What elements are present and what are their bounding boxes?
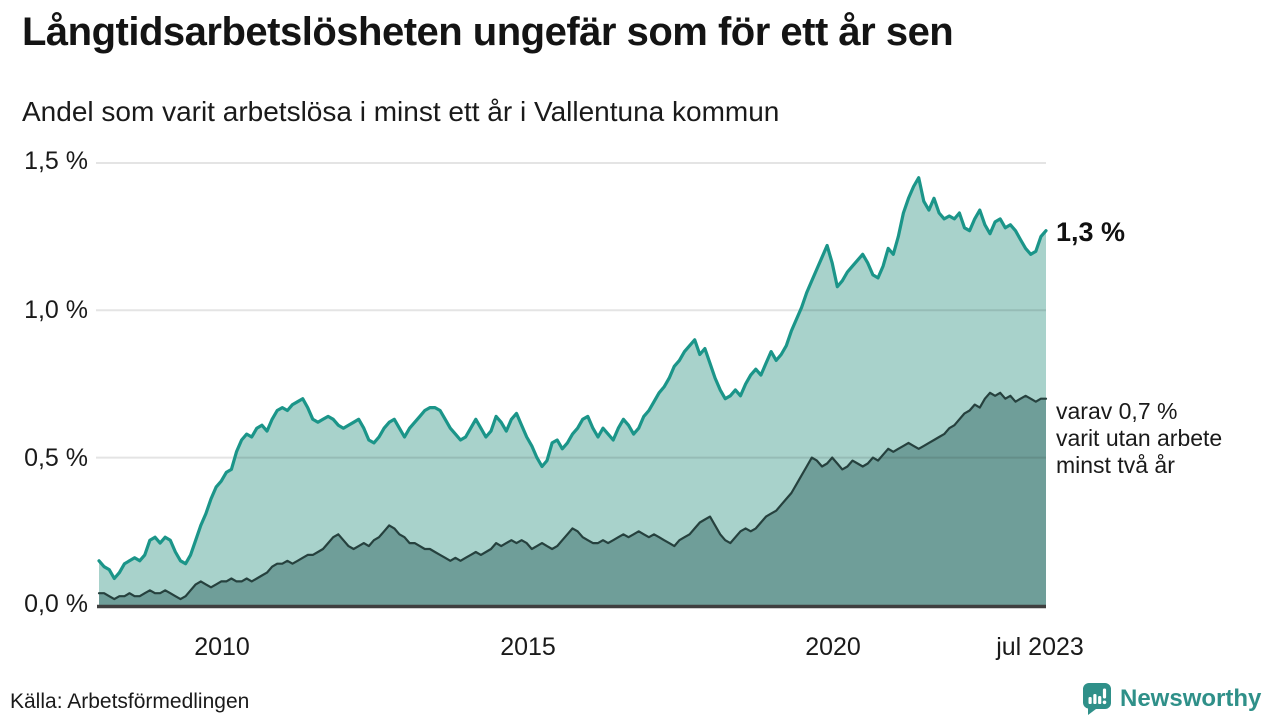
x-tick-2015: 2015 [500,633,556,661]
two-year-note: varav 0,7 % varit utan arbete minst två … [1056,398,1223,478]
y-tick-0-0: 0,0 % [24,590,88,618]
x-tick-2010: 2010 [194,633,250,661]
series-1-area [99,392,1046,605]
x-tick-2020: 2020 [805,633,861,661]
gridlines [96,162,1046,459]
page-title: Långtidsarbetslösheten ungefär som för e… [22,10,954,54]
y-tick-1-5: 1,5 % [24,147,88,175]
y-tick-0-5: 0,5 % [24,444,88,472]
page-subtitle: Andel som varit arbetslösa i minst ett å… [22,96,780,127]
series-0-line [97,176,1048,581]
latest-value-label: 1,3 % [1056,217,1126,247]
newsworthy-logo-text: Newsworthy [1120,684,1262,712]
newsworthy-logo[interactable]: Newsworthy [1082,682,1261,715]
series-lines [97,176,1048,601]
x-tick-jul-2023: jul 2023 [996,633,1084,661]
source-caption: Källa: Arbetsförmedlingen [10,690,250,713]
series-1-line [97,391,1048,601]
series-areas [99,177,1046,605]
y-tick-1-0: 1,0 % [24,296,88,324]
newsworthy-logo-icon [1083,683,1111,715]
